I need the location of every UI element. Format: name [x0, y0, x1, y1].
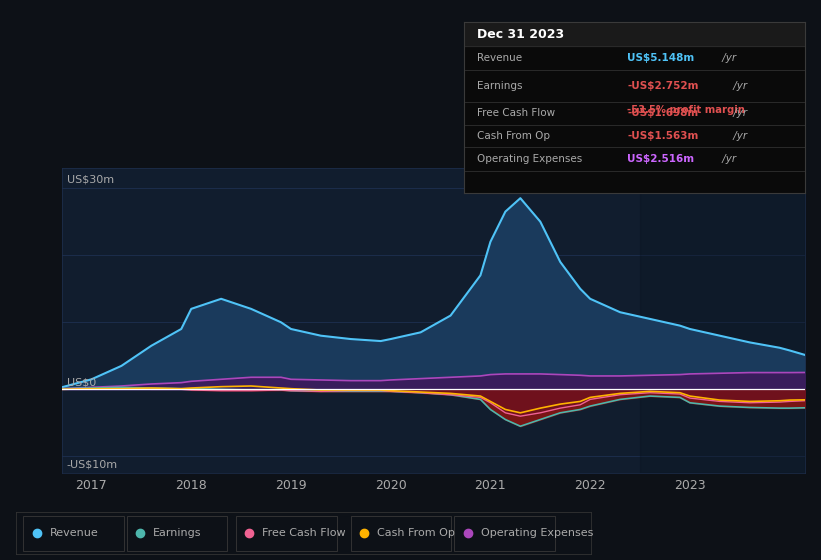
- Text: -US$1.563m: -US$1.563m: [627, 131, 699, 141]
- Text: US$0: US$0: [67, 377, 96, 388]
- Text: /yr: /yr: [719, 53, 736, 63]
- Text: Dec 31 2023: Dec 31 2023: [478, 28, 565, 41]
- Text: Operating Expenses: Operating Expenses: [478, 154, 583, 164]
- Text: -53.5% profit margin: -53.5% profit margin: [627, 105, 745, 115]
- Bar: [464, 22, 805, 46]
- Text: /yr: /yr: [730, 131, 747, 141]
- Text: /yr: /yr: [719, 154, 736, 164]
- Bar: [640, 168, 805, 473]
- Text: US$5.148m: US$5.148m: [627, 53, 695, 63]
- Text: /yr: /yr: [730, 108, 747, 118]
- Text: US$30m: US$30m: [67, 175, 113, 185]
- Text: Cash From Op: Cash From Op: [478, 131, 551, 141]
- Text: Cash From Op: Cash From Op: [378, 529, 455, 538]
- Text: Earnings: Earnings: [154, 529, 202, 538]
- Text: Revenue: Revenue: [478, 53, 523, 63]
- Text: -US$1.698m: -US$1.698m: [627, 108, 699, 118]
- Text: Operating Expenses: Operating Expenses: [481, 529, 593, 538]
- Text: -US$2.752m: -US$2.752m: [627, 81, 699, 91]
- Text: Free Cash Flow: Free Cash Flow: [478, 108, 556, 118]
- Text: Earnings: Earnings: [478, 81, 523, 91]
- Text: US$2.516m: US$2.516m: [627, 154, 695, 164]
- Text: -US$10m: -US$10m: [67, 460, 117, 470]
- Text: Revenue: Revenue: [50, 529, 99, 538]
- Text: Free Cash Flow: Free Cash Flow: [263, 529, 346, 538]
- Text: /yr: /yr: [730, 81, 747, 91]
